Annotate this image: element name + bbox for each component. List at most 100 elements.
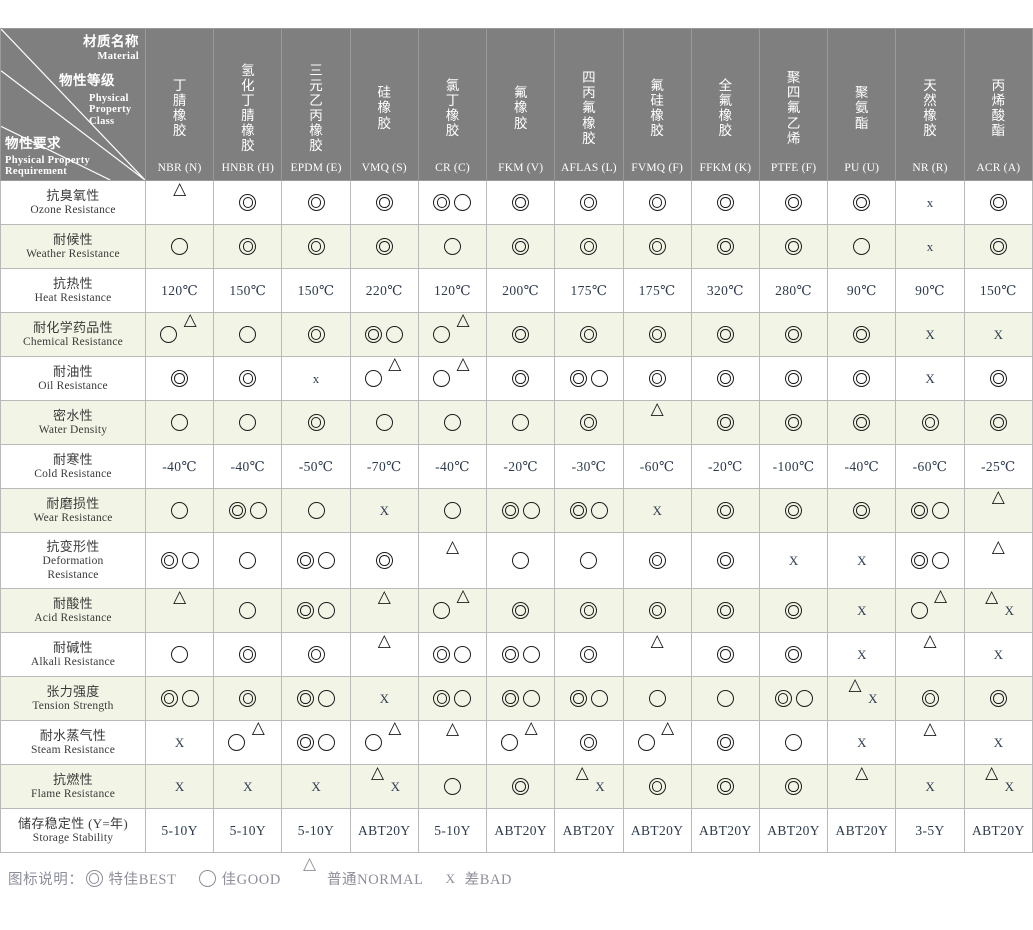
symbol-best-icon: [989, 238, 1007, 256]
property-row-label: 储存稳定性 (Y=年) Storage Stability: [0, 808, 146, 853]
table-cell: [281, 180, 351, 225]
material-name-cn: 丁腈橡胶: [172, 77, 187, 139]
table-cell: [690, 720, 760, 765]
symbol-best-icon: [648, 602, 666, 620]
symbol-best-icon: [648, 326, 666, 344]
property-label-en: Weather Resistance: [26, 248, 120, 261]
property-label-en: Wear Resistance: [33, 512, 113, 525]
symbol-good-icon: [590, 502, 608, 520]
property-label-cn: 耐酸性: [53, 595, 93, 611]
symbol-normal-icon: [181, 312, 199, 342]
material-name-cn: 氟硅橡胶: [650, 77, 665, 139]
cell-value-text: 280℃: [775, 283, 813, 298]
symbol-good-icon: [249, 502, 267, 520]
table-cell: [144, 224, 215, 269]
table-cell: [417, 312, 488, 357]
material-code: NBR (N): [157, 162, 202, 174]
symbol-best-icon: [580, 646, 598, 664]
table-cell: X: [827, 588, 897, 633]
symbol-good-icon: [443, 502, 461, 520]
symbol-normal-icon: [454, 588, 472, 618]
symbol-best-icon: [375, 194, 393, 212]
symbol-good-icon: [160, 326, 178, 344]
property-row-label: 抗热性 Heat Resistance: [0, 268, 146, 313]
table-cell: 150℃: [963, 268, 1033, 313]
symbol-good-icon: [454, 194, 472, 212]
table-cell: [281, 224, 351, 269]
property-label-cn: 抗臭氧性: [46, 187, 100, 203]
symbol-best-icon: [853, 370, 871, 388]
symbol-normal-icon: [983, 765, 1001, 795]
table-cell: 150℃: [213, 268, 283, 313]
property-label-en: Storage Stability: [32, 832, 114, 845]
table-cell: ABT20Y: [758, 808, 829, 853]
symbol-bad-icon: X: [311, 779, 321, 794]
property-label-en: Deformation Resistance: [42, 555, 104, 582]
symbol-normal-icon: [171, 589, 189, 619]
table-cell: [554, 632, 624, 677]
symbol-best-icon: [569, 690, 587, 708]
table-cell: X: [963, 720, 1033, 765]
symbol-normal-icon: [921, 633, 939, 663]
symbol-good-icon: [239, 414, 257, 432]
symbol-good-icon: [318, 552, 336, 570]
legend-glyph: [301, 856, 323, 886]
property-row-label: 耐酸性 Acid Resistance: [0, 588, 146, 633]
symbol-good-icon: [432, 602, 450, 620]
table-cell: [281, 532, 351, 589]
table-cell: [554, 488, 624, 533]
symbol-best-icon: [989, 370, 1007, 388]
table-cell: -100℃: [758, 444, 829, 489]
property-row-label: 耐寒性 Cold Resistance: [0, 444, 146, 489]
property-label-cn: 耐候性: [53, 231, 93, 247]
corner-class-label-en: Physical Property Class: [89, 93, 132, 127]
table-cell: [213, 224, 283, 269]
table-cell: [486, 356, 556, 401]
symbol-best-icon: [365, 326, 383, 344]
symbol-bad-icon: X: [379, 503, 389, 518]
symbol-good-icon: [853, 238, 871, 256]
cell-value-text: 150℃: [229, 283, 267, 298]
table-cell: X: [758, 532, 829, 589]
symbol-best-icon: [171, 370, 189, 388]
table-cell: [895, 720, 965, 765]
property-row-label: 耐磨损性 Wear Resistance: [0, 488, 146, 533]
symbol-good-icon: [386, 326, 404, 344]
property-row-label: 密水性 Water Density: [0, 400, 146, 445]
table-row: 耐磨损性 Wear Resistance X X: [0, 488, 1033, 533]
cell-value-text: -50℃: [298, 459, 334, 474]
symbol-best-icon: [853, 326, 871, 344]
symbol-best-icon: [716, 238, 734, 256]
table-cell: [758, 312, 829, 357]
table-cell: [349, 588, 419, 633]
symbol-best-icon: [580, 734, 598, 752]
material-code: PU (U): [844, 162, 880, 174]
symbol-best-icon: [297, 690, 315, 708]
table-cell: X: [963, 312, 1033, 357]
symbol-best-icon: [785, 646, 803, 664]
symbol-best-icon: [716, 194, 734, 212]
table-cell: [486, 532, 556, 589]
table-cell: [281, 676, 351, 721]
symbol-good-icon: [454, 646, 472, 664]
property-label-en: Heat Resistance: [34, 292, 112, 305]
cell-value-text: -40℃: [435, 459, 470, 474]
symbol-normal-icon: [853, 765, 871, 795]
symbol-best-icon: [512, 326, 530, 344]
symbol-normal-icon: [249, 720, 267, 750]
property-label-en: Flame Resistance: [31, 788, 115, 801]
symbol-best-icon: [239, 194, 257, 212]
symbol-good-icon: [443, 778, 461, 796]
symbol-good-icon: [580, 552, 598, 570]
table-cell: [417, 720, 488, 765]
legend-item: 普通NORMAL: [301, 856, 424, 889]
table-cell: [144, 356, 215, 401]
symbol-best-icon: [501, 646, 519, 664]
symbol-normal-icon: [573, 765, 591, 795]
symbol-best-icon: [648, 194, 666, 212]
table-cell: [213, 632, 283, 677]
table-cell: [690, 676, 760, 721]
cell-value-text: -25℃: [980, 459, 1016, 474]
